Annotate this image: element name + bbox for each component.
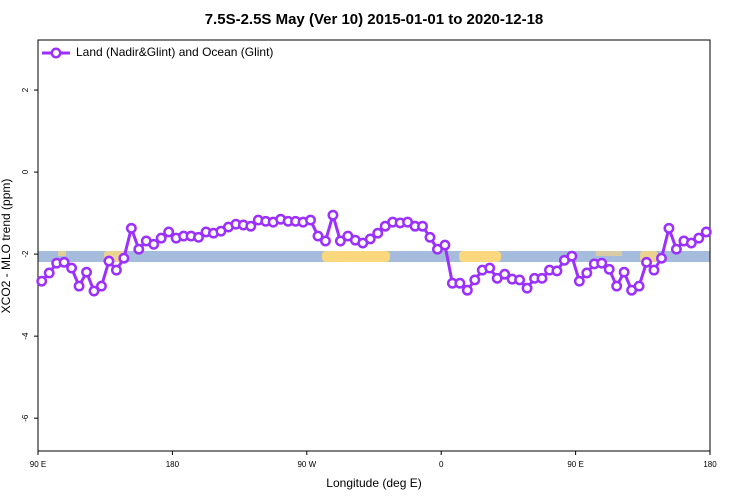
data-point — [66, 262, 78, 274]
land-patch — [596, 251, 622, 256]
data-point — [596, 257, 608, 269]
data-point — [327, 209, 339, 221]
data-point — [312, 230, 324, 242]
data-point — [641, 256, 652, 268]
data-point — [125, 222, 137, 234]
data-point — [551, 265, 563, 277]
data-point — [603, 263, 615, 275]
x-tick-label: 0 — [439, 460, 444, 469]
data-point — [110, 264, 122, 276]
data-point — [633, 280, 645, 292]
data-point — [439, 239, 451, 251]
y-tick-label: -4 — [21, 332, 30, 340]
y-tick-label: 0 — [21, 169, 30, 174]
x-tick-label: 90 E — [567, 460, 583, 469]
data-point — [103, 255, 115, 267]
x-axis-label: Longitude (deg E) — [326, 476, 421, 490]
data-point — [364, 233, 376, 245]
data-point — [656, 252, 667, 264]
data-point — [521, 282, 533, 294]
data-point — [663, 222, 675, 234]
data-point — [372, 227, 384, 239]
data-point — [334, 235, 346, 247]
data-point — [461, 284, 473, 296]
data-point — [611, 280, 623, 292]
data-point — [581, 267, 593, 279]
data-point — [81, 266, 92, 278]
data-point — [155, 232, 167, 244]
data-point — [305, 214, 316, 226]
data-point — [88, 285, 100, 297]
x-tick-label: 90 E — [30, 460, 46, 469]
data-point — [163, 226, 175, 238]
data-point — [514, 274, 526, 286]
legend-label: Land (Nadir&Glint) and Ocean (Glint) — [76, 45, 273, 59]
data-point — [245, 220, 257, 232]
y-axis-label: XCO2 - MLO trend (ppm) — [0, 179, 13, 314]
data-point — [484, 262, 496, 274]
data-point — [58, 256, 70, 268]
data-point — [499, 268, 511, 280]
y-tick-label: -2 — [21, 250, 30, 258]
data-point — [693, 232, 705, 244]
data-point — [424, 231, 436, 243]
chart-title: 7.5S-2.5S May (Ver 10) 2015-01-01 to 202… — [205, 11, 544, 28]
plot-frame — [37, 39, 711, 452]
data-point — [148, 238, 160, 250]
data-point — [36, 275, 48, 287]
land-patch — [322, 251, 390, 262]
data-point — [193, 231, 204, 243]
data-point — [469, 274, 481, 286]
y-tick-label: -6 — [21, 414, 30, 422]
data-point — [73, 280, 85, 292]
data-point — [670, 243, 682, 255]
data-point — [618, 266, 630, 278]
land-patch — [58, 251, 66, 256]
data-point — [566, 250, 578, 262]
data-point — [700, 226, 712, 238]
data-point — [133, 243, 145, 255]
data-point — [685, 237, 697, 249]
y-tick-label: 2 — [21, 87, 30, 92]
data-point — [118, 252, 130, 264]
data-point — [536, 272, 548, 284]
data-point — [96, 280, 107, 292]
data-point — [648, 264, 660, 276]
data-point — [320, 235, 331, 247]
data-point — [573, 275, 585, 287]
x-tick-label: 180 — [703, 460, 717, 469]
data-point — [43, 267, 55, 279]
x-tick-label: 90 W — [297, 460, 316, 469]
data-point — [454, 277, 466, 289]
data-point — [417, 220, 428, 232]
legend-marker — [50, 47, 62, 59]
x-tick-label: 180 — [166, 460, 180, 469]
land-patch — [459, 251, 501, 262]
